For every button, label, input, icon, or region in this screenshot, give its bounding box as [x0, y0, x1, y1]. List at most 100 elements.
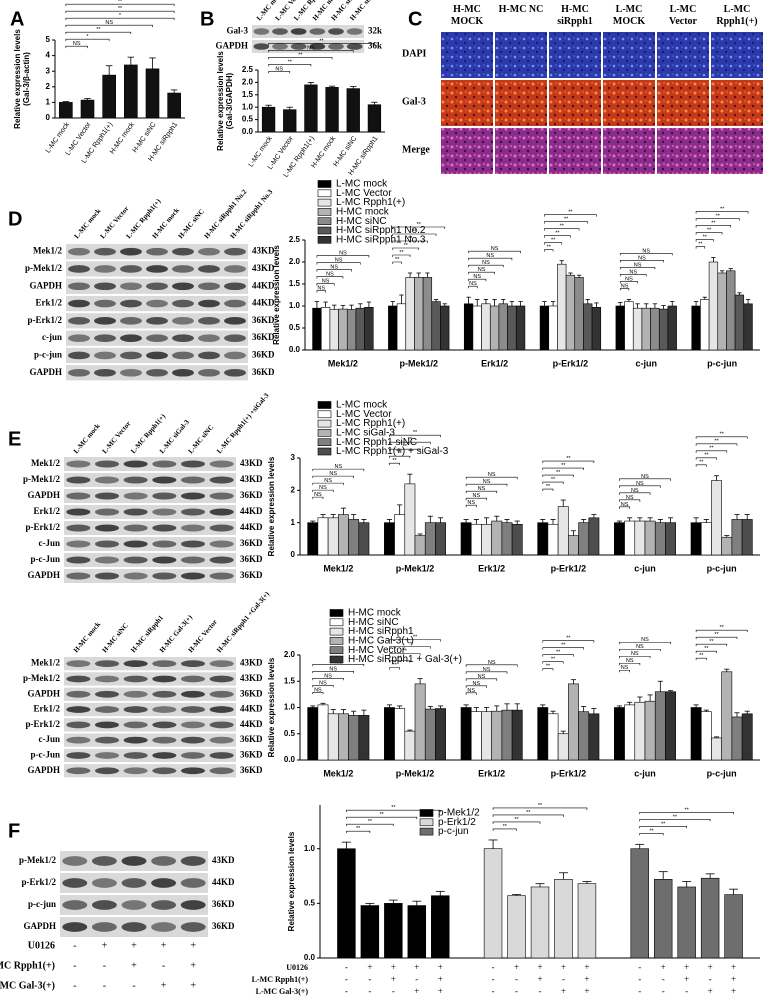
- blot-band: [180, 767, 206, 775]
- condition-mark: -: [539, 986, 542, 996]
- bar: [624, 301, 634, 351]
- legend-swatch: [317, 410, 332, 419]
- blot-band: [224, 317, 246, 325]
- blot-band: [68, 351, 90, 360]
- blot-band: [66, 460, 91, 468]
- sig-label: **: [561, 463, 566, 469]
- bar: [167, 92, 181, 119]
- blot-band: [209, 524, 234, 532]
- blot-band: [180, 675, 206, 683]
- blot-band: [172, 317, 194, 325]
- blot-band: [198, 351, 220, 360]
- blot-band: [94, 540, 120, 548]
- bar: [591, 307, 602, 351]
- blot-size: 36KD: [240, 688, 263, 698]
- sig-label: **: [413, 430, 418, 436]
- sig-label: **: [395, 257, 400, 263]
- condition-mark: +: [561, 962, 566, 972]
- blot-band: [123, 508, 148, 516]
- blot-size: 44KD: [252, 298, 275, 308]
- sig-label: **: [403, 649, 408, 655]
- bar: [358, 715, 370, 761]
- sig-label: NS: [339, 251, 347, 257]
- condition-mark: +: [708, 986, 713, 996]
- bar: [489, 305, 500, 351]
- sig-bracket: [695, 225, 732, 228]
- sig-label: NS: [488, 660, 496, 666]
- sig-bracket: [492, 814, 564, 817]
- sig-label: **: [711, 221, 716, 227]
- sig-bracket: [268, 57, 333, 60]
- bar: [711, 480, 722, 556]
- x-tick-label: Erk1/2: [478, 768, 505, 778]
- bar: [557, 733, 569, 761]
- blot-band: [180, 922, 206, 932]
- micrograph: [603, 32, 655, 78]
- blot-header: L-MC Rpph1(+) +siGal-3: [215, 391, 271, 455]
- blot-band: [152, 460, 177, 468]
- sig-bracket: [619, 288, 630, 291]
- sig-label: **: [551, 238, 556, 244]
- sig-bracket: [316, 262, 361, 265]
- sig-label: **: [698, 242, 703, 248]
- blot-band: [121, 878, 147, 888]
- blot-band: [94, 721, 120, 729]
- bar: [304, 84, 318, 133]
- condition-mark: -: [562, 974, 565, 984]
- legend-swatch: [317, 180, 332, 188]
- blot-band: [68, 299, 90, 308]
- sig-bracket: [542, 654, 574, 657]
- condition-mark: -: [345, 974, 348, 984]
- bar: [557, 506, 569, 556]
- legend-label: L-MC Rpph1(+): [336, 197, 405, 208]
- x-tick-label: p-Mek1/2: [396, 563, 435, 573]
- blot-band: [172, 299, 194, 308]
- bar: [384, 903, 403, 959]
- blot-band: [198, 334, 220, 342]
- blot-row-label: GAPDH: [30, 280, 63, 290]
- bar: [690, 522, 702, 556]
- blot-band: [66, 660, 91, 668]
- sig-bracket: [542, 661, 564, 664]
- y-axis-label: Relative expression levels: [287, 831, 296, 931]
- panel-letter: E: [8, 428, 21, 450]
- sig-bracket: [695, 436, 748, 439]
- blot-size: 36KD: [240, 490, 263, 500]
- sig-bracket: [695, 211, 749, 214]
- condition-mark: -: [415, 974, 418, 984]
- sig-bracket: [389, 448, 421, 452]
- sig-label: **: [546, 484, 551, 490]
- y-tick-label: 3: [46, 66, 51, 75]
- sig-bracket: [695, 443, 738, 446]
- sig-bracket: [465, 671, 508, 674]
- sig-label: **: [555, 231, 560, 237]
- sig-bracket: [492, 821, 541, 824]
- y-axis-label: Relative expression levels: [13, 29, 22, 129]
- blot-row-label: p-Erk1/2: [27, 315, 62, 325]
- blot-band: [172, 368, 194, 377]
- condition-mark: -: [685, 986, 688, 996]
- blot-band: [94, 508, 120, 516]
- condition-mark: +: [584, 962, 589, 972]
- blot-size: 43KD: [252, 263, 275, 273]
- blot-band: [346, 43, 363, 50]
- micro-column: H-MC siRpph1: [557, 4, 593, 27]
- legend-label: H-MC siRpph1: [348, 626, 414, 637]
- sig-label: **: [538, 803, 543, 809]
- sig-bracket: [542, 647, 584, 650]
- sig-bracket: [465, 692, 477, 695]
- sig-bracket: [468, 257, 513, 261]
- condition-mark: +: [438, 974, 443, 984]
- sig-bracket: [268, 71, 291, 74]
- blot-band: [180, 660, 206, 668]
- legend-label: H-MC mock: [348, 608, 402, 619]
- blot-band: [309, 43, 326, 50]
- blot-header: H-MC siRpph1 +Gal-3(+): [215, 590, 271, 655]
- sig-label: **: [526, 810, 531, 816]
- x-tick-label: c-jun: [634, 563, 656, 573]
- sig-label: NS: [621, 502, 629, 508]
- sig-label: **: [716, 214, 721, 220]
- sig-label: **: [412, 229, 417, 235]
- blot-band: [272, 28, 288, 35]
